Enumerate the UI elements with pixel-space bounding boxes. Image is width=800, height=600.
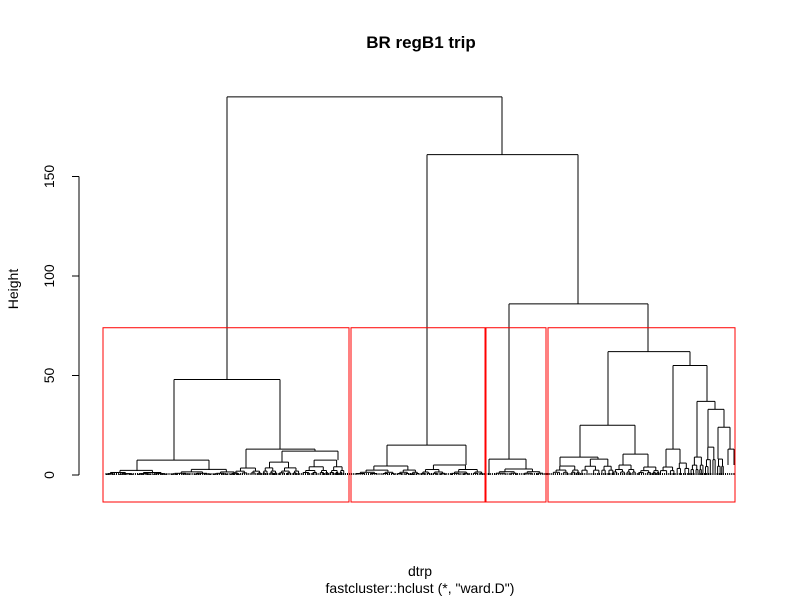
y-tick-label: 100 xyxy=(41,264,57,288)
y-tick-label: 150 xyxy=(41,165,57,189)
dendrogram-tree xyxy=(105,96,735,475)
cluster-rect xyxy=(350,327,486,503)
y-axis-label: Height xyxy=(5,269,21,310)
cluster-rect xyxy=(547,327,736,503)
x-axis-subtitle: fastcluster::hclust (*, "ward.D") xyxy=(326,580,515,596)
y-tick-label: 0 xyxy=(41,471,57,479)
chart-title: BR regB1 trip xyxy=(366,33,476,52)
cluster-rectangles xyxy=(102,327,736,503)
cluster-rect xyxy=(102,327,350,503)
cluster-rect xyxy=(485,327,547,503)
chart-text-layer: BR regB1 trip dtrp fastcluster::hclust (… xyxy=(5,33,514,596)
x-axis-label: dtrp xyxy=(408,563,432,579)
y-tick-label: 50 xyxy=(41,368,57,384)
y-axis: 0 50 100 150 xyxy=(41,165,80,479)
